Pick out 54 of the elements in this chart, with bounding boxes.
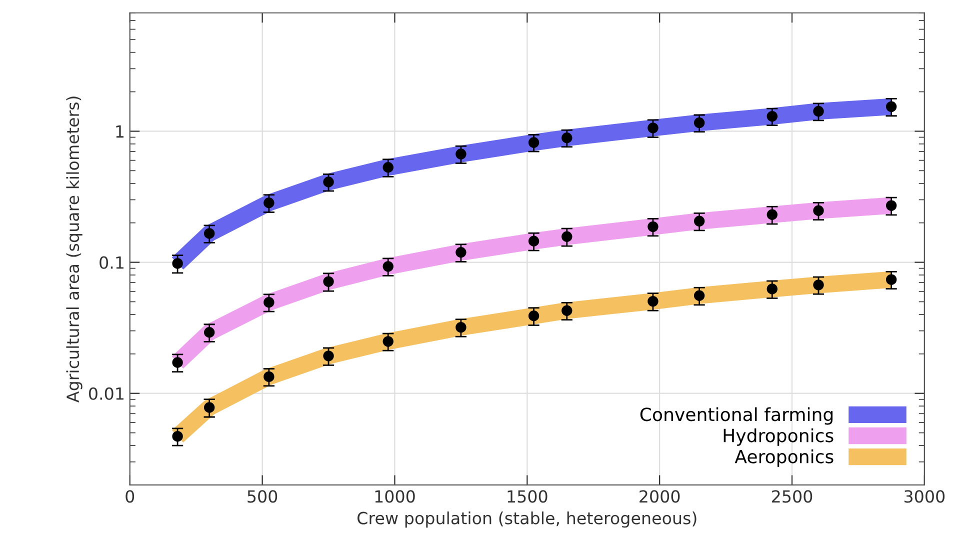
- point: [264, 371, 274, 382]
- x-tick-label: 500: [248, 490, 278, 503]
- legend-label: Conventional farming: [640, 407, 833, 425]
- point: [766, 209, 778, 220]
- x-tick-label: 1000: [375, 490, 415, 503]
- point: [562, 132, 572, 144]
- point: [648, 221, 658, 232]
- point: [562, 231, 572, 242]
- point: [264, 296, 274, 308]
- point: [886, 101, 897, 112]
- point: [204, 228, 215, 239]
- point: [528, 310, 540, 322]
- point: [172, 357, 183, 368]
- y-tick-label: 1: [116, 125, 124, 138]
- point: [382, 162, 394, 173]
- point: [456, 148, 466, 160]
- point: [886, 200, 897, 211]
- point: [766, 110, 778, 122]
- point: [528, 137, 540, 148]
- point: [264, 198, 274, 208]
- point: [694, 290, 705, 301]
- x-tick-label: 0: [126, 490, 134, 503]
- y-axis-title: Agricultural area (square kilometers): [66, 96, 82, 402]
- point: [204, 327, 215, 338]
- point: [323, 350, 334, 362]
- point: [172, 430, 183, 442]
- point: [694, 216, 705, 227]
- point: [528, 236, 540, 246]
- x-tick-label: 1500: [508, 490, 548, 503]
- point: [813, 280, 824, 290]
- point: [766, 284, 778, 294]
- point: [456, 322, 466, 333]
- x-axis-title: Crew population (stable, heterogeneous): [358, 512, 696, 528]
- point: [694, 117, 705, 128]
- y-tick-label: 0.01: [89, 387, 124, 400]
- point: [648, 296, 658, 307]
- y-tick-label: 0.1: [100, 256, 124, 269]
- point: [382, 336, 394, 347]
- x-tick-label: 2500: [772, 490, 812, 503]
- point: [323, 276, 334, 287]
- x-tick-label: 2000: [640, 490, 680, 503]
- point: [456, 247, 466, 258]
- legend-label: Aeroponics: [734, 449, 834, 467]
- point: [562, 305, 572, 316]
- point: [323, 176, 334, 188]
- point: [172, 258, 183, 269]
- point: [886, 274, 897, 285]
- point: [813, 106, 824, 117]
- point: [382, 261, 394, 272]
- point: [813, 205, 824, 216]
- point: [648, 122, 658, 134]
- point: [204, 402, 215, 413]
- x-tick-label: 3000: [904, 490, 945, 503]
- legend-label: Hydroponics: [724, 428, 834, 446]
